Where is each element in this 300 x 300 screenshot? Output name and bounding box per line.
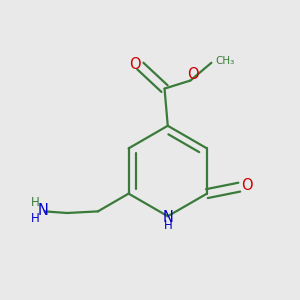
Text: O: O — [129, 57, 140, 72]
Text: N: N — [163, 210, 174, 225]
Text: O: O — [187, 67, 199, 82]
Text: H: H — [31, 196, 39, 209]
Text: H: H — [164, 219, 173, 232]
Text: N: N — [38, 203, 48, 218]
Text: H: H — [31, 212, 39, 225]
Text: CH₃: CH₃ — [216, 56, 235, 67]
Text: O: O — [241, 178, 253, 194]
